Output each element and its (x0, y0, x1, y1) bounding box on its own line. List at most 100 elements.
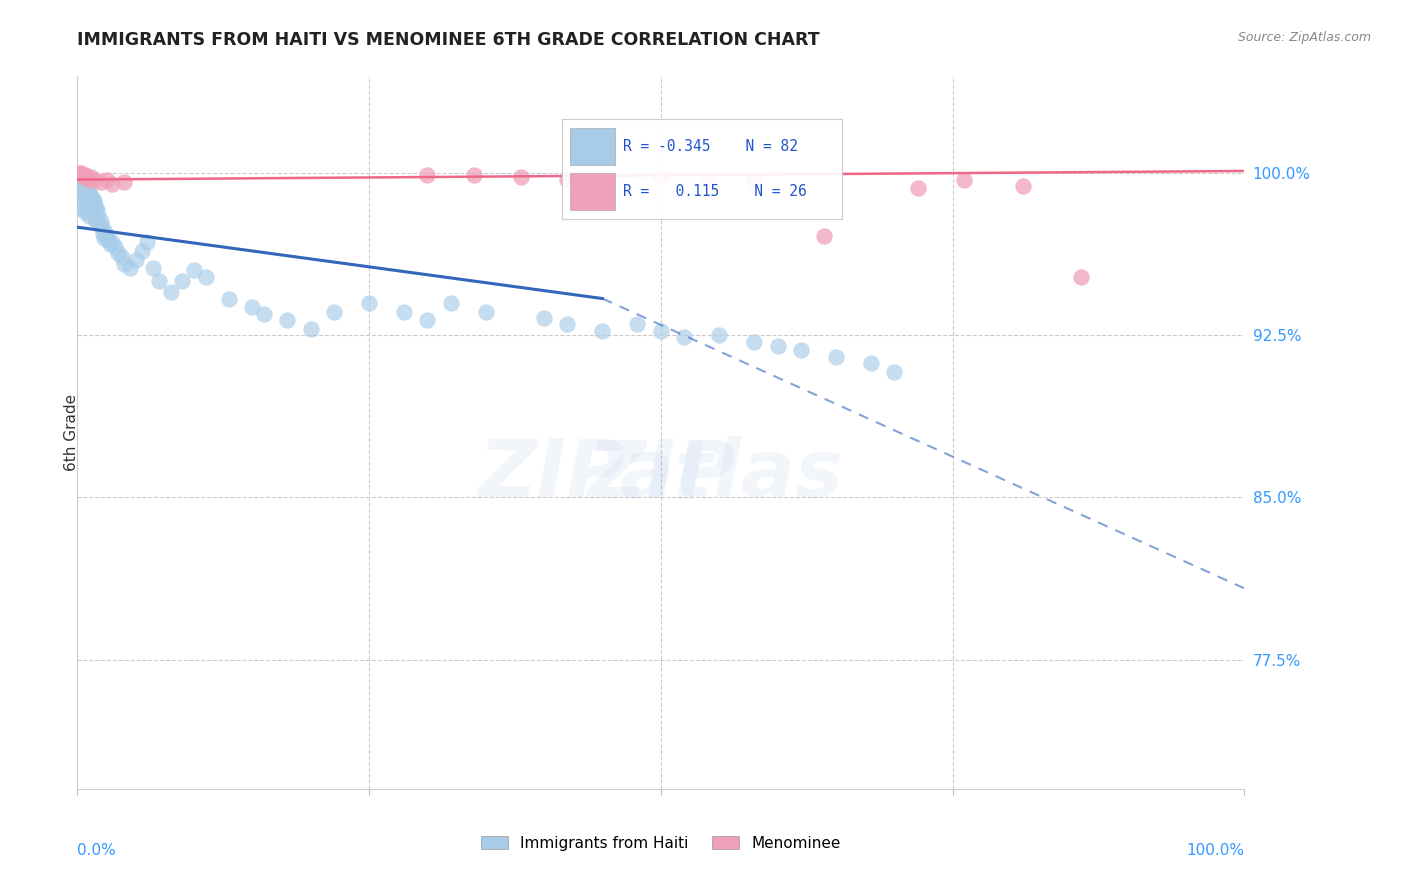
Point (98, 237, 121, 252)
Point (474, 304, 498, 318)
Point (75, 192, 97, 206)
Point (80, 170, 103, 185)
Point (80, 190, 103, 204)
Point (69, 177, 91, 191)
Point (253, 307, 276, 321)
Point (101, 235, 124, 250)
Legend: Immigrants from Haiti, Menominee: Immigrants from Haiti, Menominee (475, 830, 846, 856)
Point (73, 170, 96, 185)
Point (218, 292, 240, 306)
Point (82, 205, 104, 219)
Point (97, 233, 120, 247)
Point (73, 202, 96, 217)
Point (79, 187, 101, 202)
Point (709, 328, 731, 343)
Text: 0.0%: 0.0% (77, 843, 117, 858)
Point (696, 172, 718, 186)
Point (557, 318, 579, 332)
Point (90, 220, 112, 235)
Point (77, 172, 100, 186)
Point (112, 257, 135, 271)
Point (276, 313, 298, 327)
Point (83, 211, 105, 226)
Point (299, 322, 322, 336)
Point (90, 213, 112, 227)
Point (101, 177, 124, 191)
Point (824, 350, 846, 364)
Point (742, 334, 765, 349)
Point (73, 190, 96, 204)
Point (69, 170, 91, 185)
Point (392, 304, 415, 318)
Point (72, 175, 94, 189)
Point (148, 274, 170, 288)
Point (111, 251, 134, 265)
Point (84, 201, 107, 215)
Point (533, 311, 555, 326)
Point (323, 304, 346, 318)
Point (907, 181, 929, 195)
Point (69, 166, 91, 180)
Point (172, 274, 194, 288)
Point (416, 169, 439, 183)
Point (742, 172, 765, 186)
Point (112, 175, 135, 189)
Point (79, 201, 101, 215)
Point (416, 313, 439, 327)
Point (73, 177, 96, 191)
Point (766, 339, 789, 353)
Point (82, 192, 104, 206)
Point (69, 166, 91, 180)
Point (673, 330, 696, 344)
Point (107, 246, 129, 260)
Point (90, 175, 112, 189)
Point (124, 252, 148, 267)
Text: ZIPatlas: ZIPatlas (478, 436, 844, 515)
Point (93, 231, 115, 245)
Point (76, 170, 98, 185)
Point (96, 172, 118, 186)
Point (1011, 179, 1033, 194)
Point (83, 198, 105, 212)
Point (357, 296, 380, 310)
Point (83, 172, 105, 186)
Point (194, 269, 217, 284)
Point (509, 170, 531, 185)
Point (76, 198, 98, 212)
Point (70, 183, 93, 197)
Point (131, 244, 153, 258)
Point (159, 285, 181, 299)
Point (142, 261, 165, 276)
Text: 100.0%: 100.0% (1187, 843, 1244, 858)
Point (859, 356, 882, 370)
Text: IMMIGRANTS FROM HAITI VS MENOMINEE 6TH GRADE CORRELATION CHART: IMMIGRANTS FROM HAITI VS MENOMINEE 6TH G… (77, 31, 820, 49)
Point (69, 187, 91, 202)
Point (89, 218, 111, 232)
Point (77, 183, 100, 197)
Point (96, 228, 118, 243)
Point (72, 198, 94, 212)
Point (76, 186, 98, 200)
Point (242, 300, 264, 314)
Point (440, 296, 463, 310)
Point (75, 169, 97, 183)
Point (80, 202, 103, 217)
Point (183, 263, 205, 277)
Point (84, 213, 107, 227)
Point (626, 318, 648, 332)
Point (75, 179, 97, 194)
Point (136, 235, 159, 250)
Point (650, 324, 672, 338)
Point (883, 365, 905, 379)
Point (592, 324, 614, 338)
Point (77, 210, 100, 224)
Point (1070, 269, 1092, 284)
Point (104, 240, 127, 254)
Point (83, 194, 105, 209)
Point (790, 343, 813, 358)
Point (76, 181, 98, 195)
Point (87, 210, 110, 224)
Point (70, 169, 93, 183)
Point (72, 186, 94, 200)
Point (72, 169, 94, 183)
